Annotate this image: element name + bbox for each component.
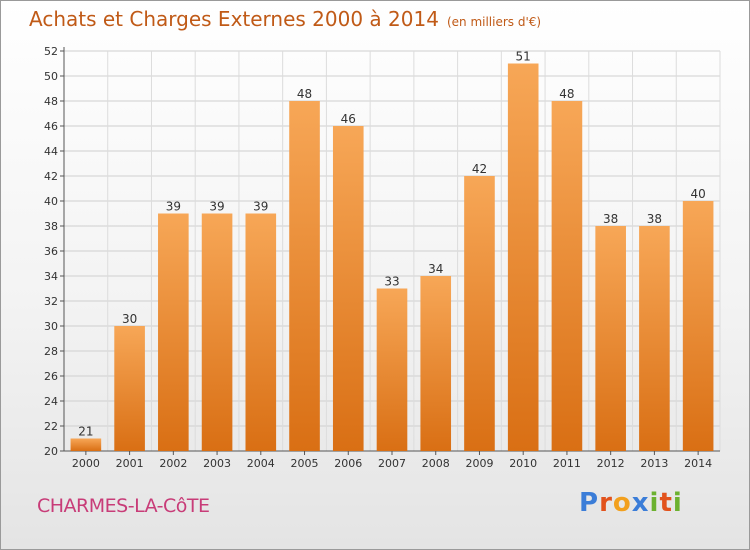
x-tick-label: 2014 bbox=[684, 457, 712, 470]
bar-2013 bbox=[639, 226, 670, 451]
logo-letter: x bbox=[631, 488, 650, 518]
bar-2014 bbox=[682, 201, 714, 451]
logo-letter: t bbox=[659, 488, 673, 518]
y-tick-label: 24 bbox=[44, 395, 58, 408]
chart-title: Achats et Charges Externes 2000 à 2014 (e… bbox=[29, 7, 541, 31]
bar-value-label: 34 bbox=[428, 262, 443, 276]
bar-value-label: 39 bbox=[166, 200, 181, 214]
logo-letter: o bbox=[612, 488, 632, 518]
y-tick-label: 46 bbox=[44, 120, 58, 133]
bar-2006 bbox=[332, 126, 364, 451]
y-tick-label: 50 bbox=[44, 70, 58, 83]
y-tick-label: 34 bbox=[44, 270, 58, 283]
bar-value-label: 39 bbox=[253, 200, 268, 214]
x-tick-label: 2000 bbox=[72, 457, 100, 470]
y-tick-label: 52 bbox=[44, 45, 58, 58]
bar-value-label: 48 bbox=[559, 87, 574, 101]
y-tick-label: 32 bbox=[44, 295, 58, 308]
x-tick-label: 2010 bbox=[509, 457, 537, 470]
x-tick-label: 2013 bbox=[640, 457, 668, 470]
unit-note: (en milliers d'€) bbox=[446, 15, 542, 29]
logo-letter: P bbox=[579, 488, 600, 518]
commune-name: CHARMES-LA-CôTE bbox=[37, 495, 210, 517]
bar-2001 bbox=[114, 326, 145, 451]
bar-value-label: 48 bbox=[297, 87, 312, 101]
x-tick-label: 2011 bbox=[553, 457, 581, 470]
bar-value-label: 46 bbox=[341, 112, 356, 126]
x-tick-label: 2001 bbox=[116, 457, 144, 470]
y-tick-label: 40 bbox=[44, 195, 58, 208]
bars: 21 30 39 39 39 48 46 33 34 42 51 48 38 38 40 bbox=[70, 50, 714, 451]
y-tick-label: 38 bbox=[44, 220, 58, 233]
bar-value-label: 33 bbox=[384, 275, 399, 289]
y-tick-label: 42 bbox=[44, 170, 58, 183]
bar-value-label: 38 bbox=[647, 212, 662, 226]
x-tick-label: 2002 bbox=[159, 457, 187, 470]
x-tick-label: 2004 bbox=[247, 457, 275, 470]
x-tick-label: 2007 bbox=[378, 457, 406, 470]
chart-title-text: Achats et Charges Externes 2000 à 2014 bbox=[29, 7, 439, 31]
bar-2010 bbox=[507, 63, 539, 451]
y-tick-label: 26 bbox=[44, 370, 58, 383]
bar-value-label: 39 bbox=[209, 200, 224, 214]
y-tick-label: 22 bbox=[44, 420, 58, 433]
x-tick-label: 2003 bbox=[203, 457, 231, 470]
bar-2012 bbox=[595, 226, 626, 451]
bar-value-label: 21 bbox=[78, 425, 93, 439]
y-tick-label: 48 bbox=[44, 95, 58, 108]
y-tick-label: 36 bbox=[44, 245, 58, 258]
bar-2008 bbox=[420, 276, 452, 451]
bar-2009 bbox=[464, 176, 495, 451]
y-tick-label: 30 bbox=[44, 320, 58, 333]
bar-value-label: 38 bbox=[603, 212, 618, 226]
bar-value-label: 42 bbox=[472, 162, 487, 176]
bar-value-label: 51 bbox=[516, 50, 531, 64]
proxiti-logo: Proxiti bbox=[579, 488, 683, 518]
logo-letter: r bbox=[599, 488, 613, 518]
y-tick-label: 20 bbox=[44, 445, 58, 458]
bar-2003 bbox=[201, 213, 233, 451]
x-tick-label: 2008 bbox=[422, 457, 450, 470]
x-tick-label: 2005 bbox=[291, 457, 319, 470]
bar-2002 bbox=[158, 213, 189, 451]
bar-2005 bbox=[289, 101, 320, 451]
y-tick-label: 28 bbox=[44, 345, 58, 358]
bar-value-label: 30 bbox=[122, 312, 137, 326]
bar-2007 bbox=[376, 288, 408, 451]
bar-2000 bbox=[70, 438, 102, 451]
x-tick-label: 2006 bbox=[334, 457, 362, 470]
bar-2011 bbox=[551, 101, 583, 451]
logo-letter: i bbox=[672, 488, 683, 518]
x-tick-label: 2012 bbox=[597, 457, 625, 470]
bar-2004 bbox=[245, 213, 277, 451]
x-tick-label: 2009 bbox=[465, 457, 493, 470]
bar-value-label: 40 bbox=[690, 187, 705, 201]
y-tick-label: 44 bbox=[44, 145, 58, 158]
logo-letter: i bbox=[649, 488, 660, 518]
